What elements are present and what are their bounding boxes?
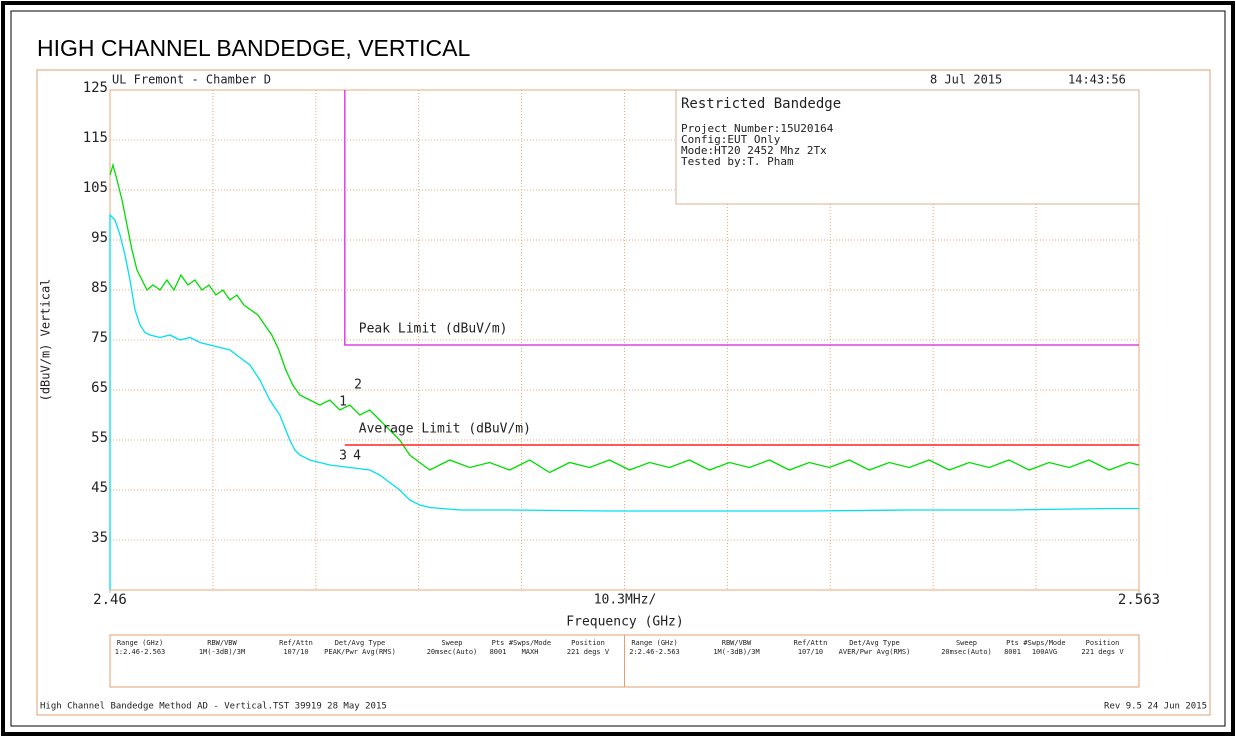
y-tick-label: 95 <box>91 230 108 246</box>
marker-label: 3 <box>339 449 347 464</box>
table-header: Position <box>571 639 605 647</box>
y-tick-label: 45 <box>91 480 108 496</box>
footer-right: Rev 9.5 24 Jun 2015 <box>1104 702 1207 712</box>
date: 8 Jul 2015 <box>930 73 1002 87</box>
table-cell: 1:2.46-2.563 <box>115 648 166 656</box>
footer-left: High Channel Bandedge Method AD - Vertic… <box>40 702 387 712</box>
y-tick-label: 105 <box>83 180 108 196</box>
table-header: Pts <box>492 639 505 647</box>
info-line: Mode:HT20 2452 Mhz 2Tx <box>681 144 827 157</box>
series-line <box>344 90 1139 346</box>
y-tick-label: 85 <box>91 280 108 296</box>
table-cell: AVER/Pwr Avg(RMS) <box>839 648 911 656</box>
x-axis-label: Frequency (GHz) <box>566 615 683 630</box>
table-header: Pts <box>1006 639 1019 647</box>
table-cell: 221 degs V <box>1081 648 1124 656</box>
table-header: Range (GHz) <box>631 639 677 647</box>
x-center-label: 10.3MHz/ <box>594 593 657 608</box>
table-cell: 20msec(Auto) <box>427 648 478 656</box>
table-cell: MAXH <box>522 648 539 656</box>
y-tick-label: 55 <box>91 430 108 446</box>
limit-label: Peak Limit (dBuV/m) <box>359 322 508 337</box>
table-cell: 1M(-3dB)/3M <box>713 648 759 656</box>
x-tick-label: 2.563 <box>1118 592 1160 608</box>
y-tick-label: 125 <box>83 80 108 96</box>
table-cell: 221 degs V <box>567 648 610 656</box>
table-cell: PEAK/Pwr Avg(RMS) <box>324 648 396 656</box>
y-tick-label: 65 <box>91 380 108 396</box>
table-header: RBW/VBW <box>722 639 752 647</box>
table-header: RBW/VBW <box>207 639 237 647</box>
marker-label: 2 <box>354 378 362 393</box>
series-line <box>109 162 1140 474</box>
x-tick-label: 2.46 <box>93 592 127 608</box>
y-tick-label: 75 <box>91 330 108 346</box>
table-cell: 2:2.46-2.563 <box>629 648 680 656</box>
y-axis-label: (dBuV/m) Vertical <box>39 279 53 402</box>
table-header: Range (GHz) <box>117 639 163 647</box>
marker-label: 4 <box>353 449 361 464</box>
table-header: Position <box>1086 639 1120 647</box>
table-header: #Swps/Mode <box>1023 639 1065 647</box>
frame <box>36 69 1211 716</box>
table-cell: 8001 <box>490 648 507 656</box>
table-cell: 1M(-3dB)/3M <box>199 648 245 656</box>
site: UL Fremont - Chamber D <box>112 73 271 87</box>
table-header: Sweep <box>441 639 462 647</box>
table-header: Det/Avg Type <box>849 639 900 647</box>
table-cell: 8001 <box>1004 648 1021 656</box>
chart-title: HIGH CHANNEL BANDEDGE, VERTICAL <box>37 35 470 61</box>
info-line: Tested by:T. Pham <box>681 155 794 168</box>
time: 14:43:56 <box>1068 73 1126 87</box>
series-line <box>109 213 1139 590</box>
info-box <box>675 89 1140 205</box>
table-header: Sweep <box>956 639 977 647</box>
table-cell: 107/10 <box>283 648 308 656</box>
table-header: #Swps/Mode <box>509 639 551 647</box>
info-line: Project Number:15U20164 <box>681 122 834 135</box>
y-tick-label: 115 <box>83 130 108 146</box>
table-header: Ref/Attn <box>279 639 313 647</box>
limit-label: Average Limit (dBuV/m) <box>359 422 531 437</box>
info-line: Config:EUT Only <box>681 133 781 146</box>
table-cell: 107/10 <box>798 648 823 656</box>
table-cell: 100AVG <box>1032 648 1057 656</box>
table-cell: 20msec(Auto) <box>941 648 992 656</box>
info-title: Restricted Bandedge <box>681 96 841 112</box>
table-header: Det/Avg Type <box>335 639 386 647</box>
table-header: Ref/Attn <box>794 639 828 647</box>
inner-border <box>10 10 1226 727</box>
marker-label: 1 <box>339 395 347 410</box>
y-tick-label: 35 <box>91 530 108 546</box>
